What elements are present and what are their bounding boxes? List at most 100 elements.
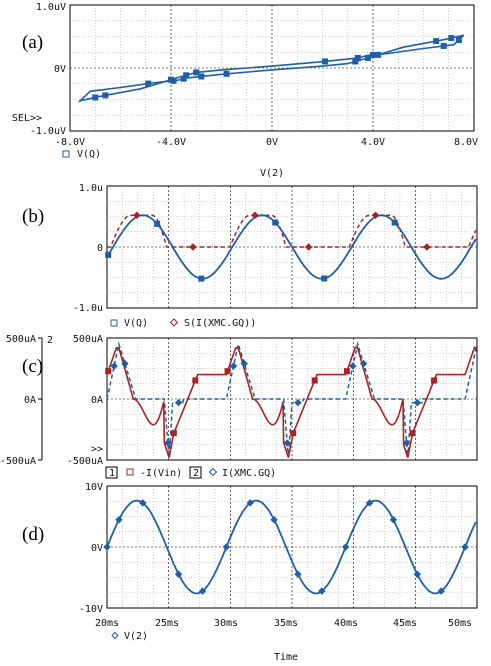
series-vq-marker (375, 51, 382, 58)
panel-b-ytick-mid: 0 (97, 243, 103, 254)
panel-d-xtick-4: 35ms (274, 618, 298, 629)
series-vq-marker (198, 73, 205, 80)
panel-d-xtick-1: 20ms (95, 618, 119, 629)
panel-a-xtick-5: 8.0V (454, 137, 478, 148)
panel-c-legend-marker-2 (208, 467, 218, 477)
series-ixmc-marker (174, 398, 183, 407)
series-ixmc-marker (294, 398, 302, 407)
series-vq-marker (354, 54, 361, 61)
panel-d-legend: V(2) (111, 631, 148, 642)
panel-b-ytick-bot: -1.0u (73, 303, 103, 314)
series-iin-marker (224, 368, 231, 375)
series-vq-marker (92, 94, 99, 101)
series-iin (106, 345, 477, 458)
series-v2-marker (318, 587, 326, 595)
series-iin-marker (170, 430, 177, 437)
series-v2-marker (389, 516, 398, 524)
series-vq-marker (440, 42, 447, 49)
panel-c-legend-box-2 (189, 466, 202, 479)
series-v2-marker (115, 516, 123, 524)
panel-b-series (105, 211, 477, 282)
panel-c-sel-label: >> (91, 444, 103, 455)
panel-c-legend: 1 -I(Vin) 2 I(XMC.GQ) (105, 466, 276, 479)
panel-a-ytick-mid: 0V (54, 64, 66, 75)
panel-a-xtick-1: -8.0V (55, 137, 85, 148)
series-v2-marker (270, 516, 278, 524)
panel-d-ytick-mid: 0V (91, 543, 103, 554)
panel-d-series (103, 499, 477, 595)
series-vq-marker (198, 275, 205, 282)
series-ixmc-marker (240, 359, 248, 368)
panel-c-legend-marker-1 (126, 468, 134, 476)
panel-c-left-ytick-bot: -500uA (0, 456, 36, 467)
series-vq-marker (102, 92, 109, 99)
series-vq-marker (183, 72, 190, 79)
panel-a-xtick-3: 0V (266, 137, 278, 148)
series-vq-marker (193, 69, 200, 76)
series-ixmc-marker (121, 359, 129, 368)
series-sigq-marker (371, 211, 380, 219)
panel-d-xtick-2: 25ms (155, 618, 179, 629)
series-ixmc-marker (110, 362, 118, 370)
series-vq-marker (322, 58, 329, 65)
series-v2-marker (222, 543, 231, 551)
panel-c-ytick-top: 500uA (73, 334, 103, 345)
panel-a: (a) 1.0uV 0V -1.0uV SEL>> -8.0V -4.0V 0V… (12, 2, 478, 179)
panel-c: (c) 500uA 0A -500uA 2 500uA 0A -500uA >>… (0, 334, 478, 479)
panel-c-legend-text-2: I(XMC.GQ) (222, 468, 276, 479)
series-iin-marker (105, 368, 112, 375)
series-sigq (107, 214, 477, 248)
panel-b-legend-marker-1 (110, 319, 118, 327)
panel-b-ytick-top: 1.0u (79, 183, 103, 194)
panel-a-series (77, 34, 465, 103)
series-v2-marker (365, 499, 374, 507)
series-vq-marker (145, 80, 152, 87)
series-iin-marker (192, 377, 199, 384)
panel-a-xtick-2: -4.0V (156, 137, 186, 148)
panel-c-label: (c) (22, 356, 43, 377)
panel-c-ytick-bot: -500uA (67, 456, 103, 467)
panel-d-xtick-7: 50ms (448, 618, 472, 629)
series-iin-marker (311, 377, 318, 384)
series-sigq-marker (133, 211, 141, 219)
panel-c-left-ytick-mid: 0A (24, 395, 36, 406)
series-v2-marker (342, 543, 350, 551)
series-vq-marker (154, 220, 161, 227)
series-v2-marker (103, 543, 111, 551)
panel-a-ytick-bot: -1.0uV (30, 126, 66, 137)
series-v2-marker (246, 499, 254, 507)
series-vq-loop (77, 34, 465, 103)
series-v2-marker (294, 570, 302, 578)
series-v2-marker (461, 543, 469, 551)
panel-b-legend-marker-2 (169, 318, 179, 327)
series-sigq-marker (251, 211, 259, 219)
panel-c-legend-text-1: -I(Vin) (140, 468, 182, 479)
series-ixmc-marker (413, 398, 422, 407)
panel-d-xtick-5: 40ms (334, 618, 358, 629)
series-vq-marker (364, 54, 371, 61)
series-v2-marker (174, 570, 183, 578)
panel-d-xtick-6: 45ms (393, 618, 417, 629)
series-vq-marker (391, 219, 398, 226)
series-ixmc-marker (349, 362, 357, 370)
panel-d-legend-marker (111, 631, 119, 640)
panel-a-ytick-top: 1.0uV (36, 2, 66, 13)
series-v2-marker (413, 570, 422, 578)
panel-d-legend-text: V(2) (124, 631, 148, 642)
series-vq-marker (455, 36, 462, 43)
panel-b-legend-text-2: S(I(XMC.GQ)) (184, 318, 256, 329)
series-vq (106, 214, 477, 280)
series-vq-marker (272, 219, 279, 226)
series-ixmc-marker (164, 439, 172, 447)
panel-c-left-ytick-top: 500uA (6, 334, 36, 345)
series-vq-marker (370, 51, 376, 58)
panel-d-xtick-3: 30ms (214, 618, 238, 629)
panel-a-xlabel: V(2) (260, 168, 284, 179)
panel-b: (b) 1.0u 0 -1.0u V(Q) S(I(XMC.GQ)) (22, 183, 478, 329)
panel-c-legend-box-1 (105, 466, 118, 479)
panel-a-xtick-4: 4.0V (361, 137, 385, 148)
series-ixmc-marker (402, 439, 411, 447)
series-iin-marker (409, 430, 416, 437)
series-vq-marker (168, 76, 174, 83)
